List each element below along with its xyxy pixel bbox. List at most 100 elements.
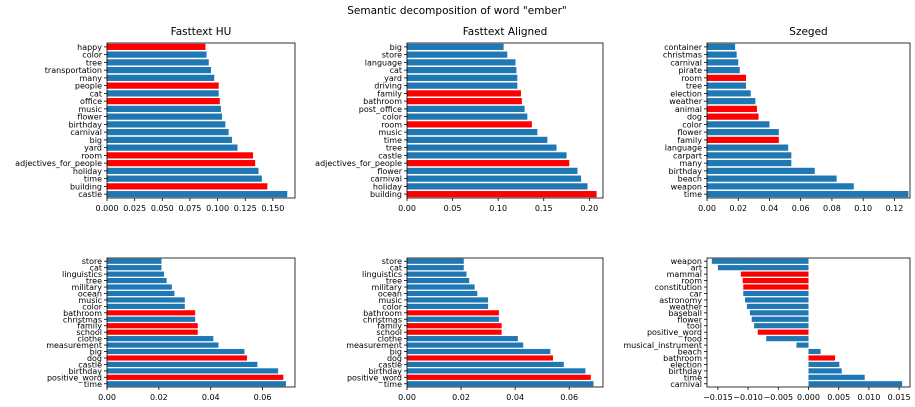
y-tick-label: weapon: [671, 182, 702, 191]
x-tick-label: 0.08: [823, 204, 841, 213]
bar-room: [407, 121, 532, 128]
x-tick-label: 0.15: [535, 204, 553, 213]
y-tick-label: carnival: [670, 58, 702, 67]
x-tick-label: 0.06: [254, 393, 272, 402]
bar-cat: [107, 90, 219, 97]
y-tick-label: constitution: [655, 283, 702, 292]
bar-store: [107, 258, 162, 264]
bar-big: [107, 348, 245, 355]
y-tick-label: yard: [384, 74, 402, 83]
y-tick-label: ocean: [78, 289, 102, 298]
x-tick-label: 0.010: [857, 393, 880, 402]
y-tick-label: music: [378, 128, 402, 137]
bar-post_office: [407, 105, 525, 112]
x-tick-label: 0.20: [580, 204, 598, 213]
bar-election: [808, 361, 840, 368]
bar-tree: [707, 82, 747, 89]
y-tick-label: weather: [669, 97, 702, 106]
bar-store: [407, 258, 464, 264]
y-tick-label: art: [691, 264, 702, 273]
bar-carnival: [407, 175, 582, 182]
y-tick-label: adjectives_for_people: [315, 159, 402, 168]
y-tick-label: time: [684, 190, 702, 199]
y-tick-label: building: [70, 182, 102, 191]
y-tick-label: color: [682, 120, 702, 129]
bar-color: [707, 121, 770, 128]
bar-bathroom: [407, 310, 499, 316]
y-tick-label: car: [689, 289, 702, 298]
bar-castle: [107, 361, 258, 368]
bar-military: [407, 284, 475, 290]
bar-birthday: [407, 368, 586, 374]
bar-mammal: [740, 271, 809, 277]
bar-music: [107, 297, 185, 303]
bar-room: [707, 74, 747, 81]
y-tick-label: color: [82, 302, 102, 311]
y-tick-label: clothe: [377, 335, 402, 344]
y-tick-label: election: [670, 89, 702, 98]
y-tick-label: room: [681, 74, 702, 83]
y-tick-label: carnival: [70, 128, 102, 137]
y-tick-label: bathroom: [63, 309, 102, 318]
bar-castle: [407, 361, 564, 368]
y-tick-label: flower: [377, 167, 402, 176]
y-tick-label: room: [81, 151, 102, 160]
x-tick-label: −0.010: [733, 393, 763, 402]
y-tick-label: family: [377, 89, 402, 98]
y-tick-label: yard: [84, 144, 102, 153]
plot-frame: [406, 42, 604, 199]
x-tick-label: 0.050: [151, 204, 174, 213]
bar-big: [107, 136, 232, 143]
x-tick-label: 0.000: [96, 204, 119, 213]
y-tick-label: tree: [86, 277, 102, 286]
y-tick-label: store: [382, 51, 402, 60]
bar-holiday: [407, 183, 588, 190]
plot-frame: [106, 257, 296, 388]
bar-carpart: [707, 152, 792, 159]
x-tick-label: 0.02: [729, 204, 747, 213]
bar-flower: [751, 316, 809, 322]
bar-ocean: [107, 290, 175, 297]
y-tick-label: carnival: [670, 380, 702, 389]
x-tick-label: 0.00: [698, 204, 716, 213]
bar-language: [407, 59, 516, 66]
x-tick-label: 0.000: [797, 393, 820, 402]
bar-holiday: [107, 167, 259, 174]
plot-frame: [706, 42, 911, 199]
y-tick-label: tree: [86, 58, 102, 67]
y-tick-label: military: [71, 283, 102, 292]
figure-title: Semantic decomposition of word "ember": [347, 5, 566, 17]
subplot-grid: castlebuildingtimeholidayadjectives_for_…: [15, 26, 910, 402]
bar-weather: [746, 303, 809, 309]
y-tick-label: big: [390, 348, 402, 357]
y-tick-label: family: [377, 322, 402, 331]
bar-bathroom: [407, 98, 522, 105]
bar-weather: [707, 98, 756, 105]
x-tick-label: 0.12: [885, 204, 903, 213]
bar-bathroom: [808, 355, 836, 361]
bar-bathroom: [107, 310, 196, 316]
x-tick-label: 0.00: [98, 393, 116, 402]
bar-birthday: [107, 368, 279, 374]
y-tick-label: cat: [390, 264, 402, 273]
y-tick-label: big: [390, 43, 402, 52]
y-tick-label: transportation: [45, 66, 102, 75]
bar-flower: [107, 113, 223, 120]
y-tick-label: driving: [374, 82, 402, 91]
x-tick-label: 0.04: [761, 204, 779, 213]
y-tick-label: music: [78, 105, 102, 114]
bar-baseball: [749, 310, 809, 316]
y-tick-label: mammal: [667, 270, 702, 279]
y-tick-label: dog: [387, 354, 402, 363]
bar-family: [107, 323, 198, 329]
bar-clothe: [407, 336, 518, 342]
y-tick-label: school: [76, 328, 102, 337]
bar-castle: [407, 152, 567, 159]
y-tick-label: cat: [390, 66, 402, 75]
y-tick-label: music: [378, 296, 402, 305]
bar-color: [407, 303, 489, 309]
bar-weapon: [711, 258, 809, 264]
y-tick-label: big: [90, 348, 102, 357]
x-tick-label: 0.00: [398, 393, 416, 402]
x-tick-label: 0.02: [150, 393, 168, 402]
